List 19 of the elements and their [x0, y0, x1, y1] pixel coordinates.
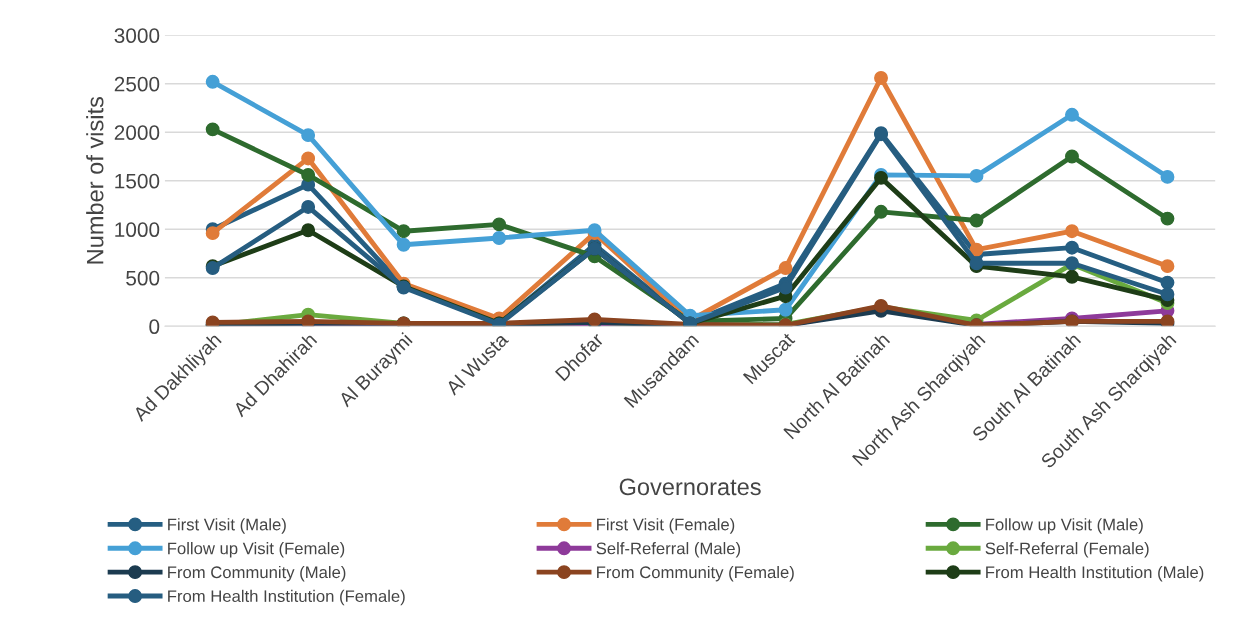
y-axis-title: Number of visits: [86, 96, 104, 264]
legend-label: From Health Institution (Female): [168, 589, 405, 606]
y-tick-label: 0: [149, 319, 160, 335]
legend-label: From Community (Female): [597, 565, 794, 582]
legend-label: Follow up Visit (Male): [986, 518, 1143, 534]
y-tick-label: 2000: [114, 125, 160, 141]
legend-label: From Health Institution (Male): [986, 565, 1204, 582]
legend-label: Self-Referral (Female): [985, 542, 1149, 558]
legend-label: First Visit (Male): [168, 518, 286, 534]
legend-label: Follow up Visit (Female): [168, 542, 345, 558]
legend-label: First Visit (Female): [597, 518, 735, 534]
y-tick-label: 1000: [115, 222, 160, 238]
legend-label: Self-Referral (Male): [596, 542, 741, 558]
x-axis-title: Governorates: [619, 478, 761, 496]
legend-label: From Community (Male): [168, 565, 346, 582]
y-tick-label: 1500: [115, 173, 160, 189]
y-tick-label: 2500: [114, 76, 160, 92]
y-tick-label: 3000: [114, 28, 160, 44]
y-tick-label: 500: [126, 270, 160, 286]
